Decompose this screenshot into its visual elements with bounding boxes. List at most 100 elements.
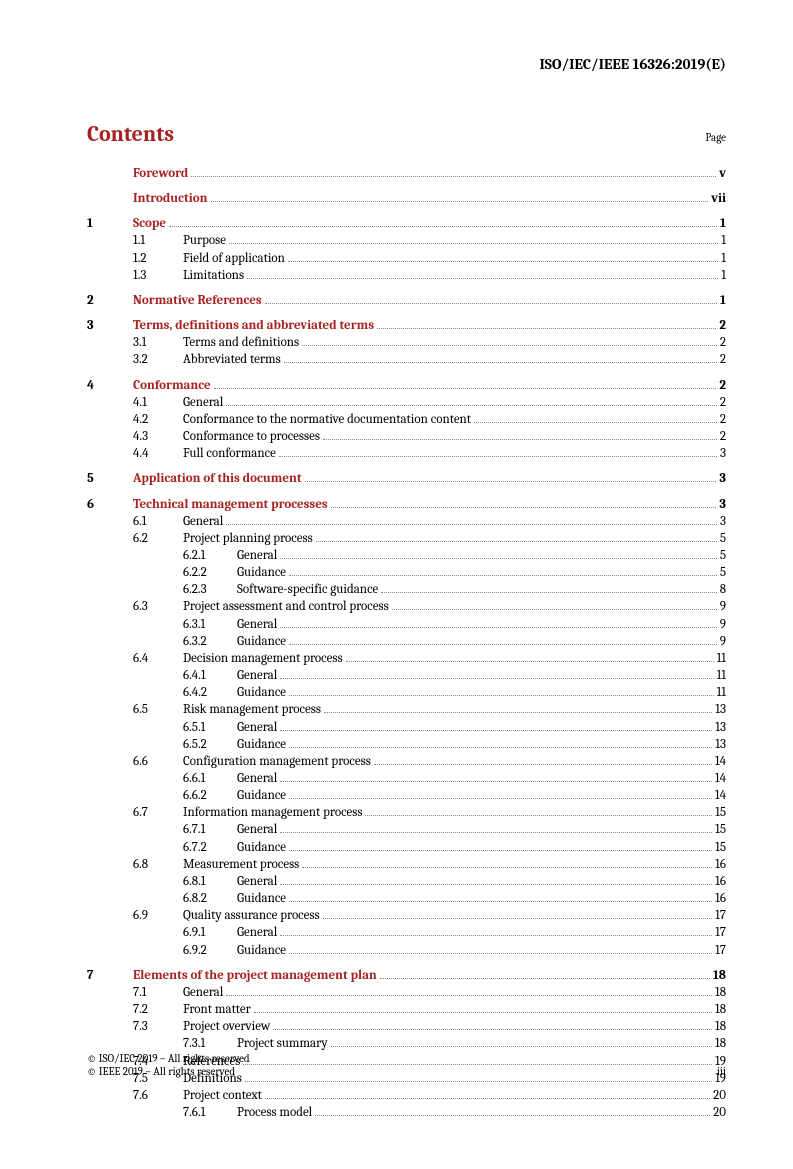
- toc-leader: [280, 875, 712, 885]
- toc-row: 5Application of this document3: [87, 470, 726, 487]
- toc-row: 6.1General3: [87, 513, 726, 530]
- toc-group: 7Elements of the project management plan…: [87, 967, 726, 1121]
- toc-page-number: 15: [715, 821, 726, 838]
- toc-leader: [374, 754, 712, 764]
- toc-entry-title: Abbreviated terms: [183, 351, 281, 368]
- toc-entry-title: General: [237, 547, 277, 564]
- toc-number-l1: 6: [87, 496, 133, 513]
- toc-row: 6.9.1General17: [87, 924, 726, 941]
- toc-row: 4.4Full conformance3: [87, 445, 726, 462]
- toc-leader: [226, 395, 717, 405]
- toc-entry-title: Purpose: [183, 232, 226, 249]
- toc-entry-title: Guidance: [237, 736, 286, 753]
- toc-entry-title: General: [183, 394, 223, 411]
- table-of-contents: ForewordvIntroductionvii1Scope11.1Purpos…: [87, 165, 726, 1121]
- toc-leader: [280, 926, 712, 936]
- toc-page-number: 13: [715, 736, 726, 753]
- toc-number-l3: 6.5.2: [183, 736, 237, 753]
- toc-entry-title: General: [237, 616, 277, 633]
- toc-number-l2: 4.1: [133, 394, 183, 411]
- toc-leader: [226, 514, 717, 524]
- toc-number-l2: 1.1: [133, 232, 183, 249]
- toc-number-l2: 6.1: [133, 513, 183, 530]
- toc-page-number: 14: [715, 753, 726, 770]
- toc-leader: [377, 319, 716, 329]
- toc-row: 6.2.1General5: [87, 547, 726, 564]
- toc-row: 1.2Field of application1: [87, 250, 726, 267]
- toc-entry-title: Conformance to the normative documentati…: [183, 411, 471, 428]
- toc-entry-title: General: [237, 821, 277, 838]
- toc-leader: [169, 217, 717, 227]
- toc-row: 6.8.1General16: [87, 873, 726, 890]
- toc-group: 2Normative References1: [87, 292, 726, 309]
- toc-page-number: 2: [720, 334, 726, 351]
- toc-row: 4Conformance2: [87, 377, 726, 394]
- toc-leader: [316, 531, 717, 541]
- toc-page-number: 18: [715, 1018, 726, 1035]
- toc-entry-title: Application of this document: [133, 470, 302, 487]
- page-column-label: Page: [705, 131, 726, 144]
- toc-number-l2: 1.3: [133, 267, 183, 284]
- toc-row: 6.4Decision management process11: [87, 650, 726, 667]
- toc-leader: [289, 840, 712, 850]
- toc-number-l3: 6.2.1: [183, 547, 237, 564]
- toc-number-l3: 6.8.2: [183, 890, 237, 907]
- toc-entry-title: Project assessment and control process: [183, 598, 389, 615]
- toc-row: 6.8.2Guidance16: [87, 890, 726, 907]
- toc-leader: [302, 336, 717, 346]
- toc-number-l2: 7.3: [133, 1018, 183, 1035]
- toc-leader: [346, 652, 714, 662]
- toc-row: 6.4.1General11: [87, 667, 726, 684]
- toc-entry-title: Elements of the project management plan: [133, 967, 377, 984]
- toc-row: 6.2.2Guidance5: [87, 564, 726, 581]
- toc-entry-title: Guidance: [237, 942, 286, 959]
- toc-number-l3: 6.6.1: [183, 770, 237, 787]
- toc-leader: [289, 686, 714, 696]
- toc-entry-title: Software-specific guidance: [237, 581, 378, 598]
- toc-leader: [280, 720, 712, 730]
- toc-page-number: 3: [720, 513, 726, 530]
- toc-row: 6.3.1General9: [87, 616, 726, 633]
- toc-number-l2: 4.4: [133, 445, 183, 462]
- toc-group: 3Terms, definitions and abbreviated term…: [87, 317, 726, 368]
- toc-row: 6.5.2Guidance 13: [87, 736, 726, 753]
- toc-page-number: 9: [720, 633, 726, 650]
- toc-leader: [392, 600, 717, 610]
- toc-entry-title: Conformance: [133, 377, 211, 394]
- toc-number-l3: 6.6.2: [183, 787, 237, 804]
- toc-entry-title: General: [237, 924, 277, 941]
- toc-page-number: 1: [721, 267, 726, 284]
- toc-row: 6.9Quality assurance process17: [87, 907, 726, 924]
- toc-page-number: 11: [717, 684, 726, 701]
- toc-group: 5Application of this document3: [87, 470, 726, 487]
- toc-entry-title: Terms and definitions: [183, 334, 299, 351]
- toc-entry-title: Project planning process: [183, 530, 313, 547]
- toc-leader: [331, 1037, 712, 1047]
- toc-number-l2: 7.2: [133, 1001, 183, 1018]
- toc-row: 1.3Limitations1: [87, 267, 726, 284]
- copyright-line-1: © ISO/IEC 2019 – All rights reserved: [87, 1052, 726, 1065]
- toc-leader: [284, 353, 717, 363]
- toc-page-number: 11: [717, 650, 726, 667]
- toc-entry-title: General: [237, 719, 277, 736]
- toc-entry-title: Process model: [237, 1104, 312, 1121]
- toc-row: 6Technical management processes3: [87, 496, 726, 513]
- toc-group: 1Scope11.1Purpose11.2Field of applicatio…: [87, 215, 726, 284]
- toc-row: 6.7.2Guidance15: [87, 839, 726, 856]
- toc-page-number: 16: [715, 873, 726, 890]
- toc-entry-title: Decision management process: [183, 650, 343, 667]
- toc-page-number: 2: [719, 317, 726, 334]
- toc-number-l3: 7.6.1: [183, 1104, 237, 1121]
- toc-entry-title: Introduction: [133, 190, 208, 207]
- toc-page-number: 16: [715, 856, 726, 873]
- toc-page-number: 2: [720, 428, 726, 445]
- toc-leader: [280, 617, 716, 627]
- toc-page-number: 17: [715, 907, 726, 924]
- toc-entry-title: Conformance to processes: [183, 428, 320, 445]
- toc-leader: [324, 703, 712, 713]
- toc-row: 1.1Purpose1: [87, 232, 726, 249]
- toc-leader: [474, 412, 717, 422]
- toc-entry-title: Foreword: [133, 165, 188, 182]
- toc-row: 6.7.1General15: [87, 821, 726, 838]
- toc-page-number: 1: [720, 292, 726, 309]
